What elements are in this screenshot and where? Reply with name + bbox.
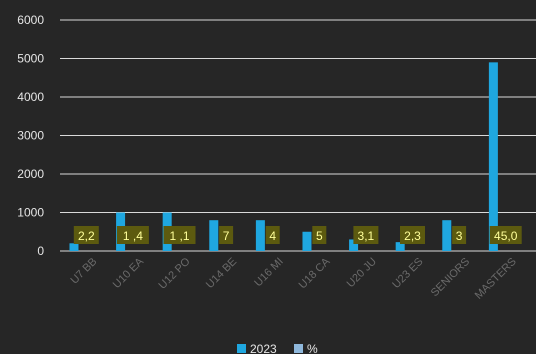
x-tick-label: U20 JU — [345, 256, 379, 290]
data-label: 3,1 — [358, 229, 375, 243]
data-label: 1 ,1 — [169, 229, 189, 243]
y-tick-label: 2000 — [17, 167, 44, 181]
data-label-box — [353, 226, 379, 244]
bar — [395, 242, 405, 251]
legend-label: 2023 — [250, 342, 277, 354]
data-label: 45,0 — [494, 229, 518, 243]
x-tick-label: U7 BB — [68, 256, 99, 287]
x-tick-label: SENIORS — [429, 256, 472, 299]
bar — [442, 220, 452, 251]
bar — [302, 231, 312, 251]
legend: 2023% — [237, 342, 318, 354]
data-label-box — [400, 226, 425, 244]
data-label-box — [73, 226, 99, 244]
x-tick-label: U23 ES — [390, 256, 425, 291]
data-labels: 2,2 1 ,4 1 ,1 7 4 5 3,1 2,3 3 45,0 — [73, 226, 522, 244]
bars — [69, 62, 498, 251]
legend-label: % — [307, 342, 318, 354]
data-label-box — [312, 226, 327, 244]
data-label-box — [116, 226, 149, 244]
x-tick-label: U14 BE — [204, 256, 239, 291]
bar — [488, 62, 498, 251]
y-tick-label: 4000 — [17, 90, 44, 104]
data-label: 5 — [316, 229, 323, 243]
data-label-box — [265, 226, 280, 244]
bar — [349, 239, 359, 251]
y-axis-ticks: 0 1000 2000 3000 4000 5000 6000 — [17, 13, 44, 258]
y-tick-label: 0 — [37, 244, 44, 258]
data-label-box — [163, 226, 196, 244]
data-label: 2,2 — [78, 229, 95, 243]
y-tick-label: 6000 — [17, 13, 44, 27]
legend-swatch — [237, 344, 246, 353]
x-tick-label: U18 CA — [297, 255, 333, 291]
x-tick-label: U10 EA — [111, 255, 147, 291]
data-label: 3 — [456, 229, 463, 243]
y-tick-label: 1000 — [17, 206, 44, 220]
legend-swatch — [294, 344, 303, 353]
x-tick-label: U12 PO — [156, 255, 192, 291]
y-tick-label: 5000 — [17, 52, 44, 66]
data-label: 4 — [269, 229, 276, 243]
bar — [69, 243, 79, 251]
data-label-box — [489, 226, 522, 244]
gridlines — [60, 19, 536, 252]
data-label: 2,3 — [404, 229, 421, 243]
x-tick-label: U16 MI — [252, 256, 286, 290]
data-label: 7 — [223, 229, 230, 243]
bar — [209, 220, 219, 251]
y-tick-label: 3000 — [17, 129, 44, 143]
x-axis-ticks: U7 BB U10 EA U12 PO U14 BE U16 MI U18 CA U20 J… — [68, 255, 518, 302]
data-label: 1 ,4 — [123, 229, 143, 243]
data-label-box — [219, 226, 234, 244]
bar — [255, 220, 265, 251]
x-tick-label: MASTERS — [473, 256, 519, 302]
data-label-box — [452, 226, 467, 244]
